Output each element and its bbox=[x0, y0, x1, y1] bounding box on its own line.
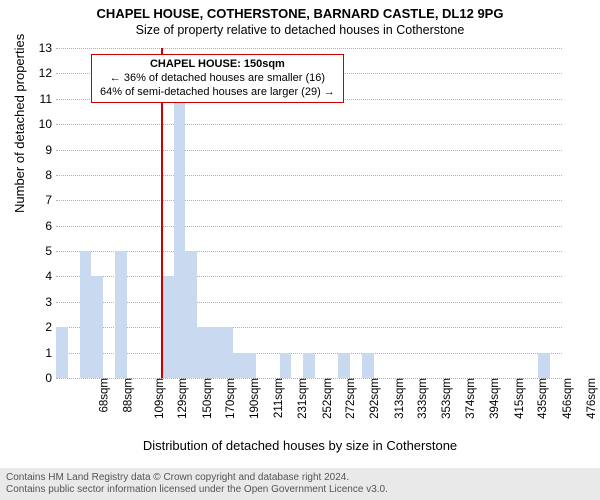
x-tick-label: 333sqm bbox=[417, 378, 429, 419]
x-tick-label: 68sqm bbox=[99, 378, 111, 413]
y-tick-label: 1 bbox=[28, 346, 52, 360]
histogram-bar bbox=[221, 327, 233, 378]
x-tick-label: 88sqm bbox=[122, 378, 134, 413]
footer-attribution: Contains HM Land Registry data © Crown c… bbox=[0, 468, 600, 500]
y-tick-label: 10 bbox=[28, 117, 52, 131]
gridline bbox=[56, 276, 562, 277]
histogram-bar bbox=[185, 251, 197, 378]
y-tick-label: 9 bbox=[28, 143, 52, 157]
histogram-bar bbox=[91, 276, 103, 378]
gridline bbox=[56, 302, 562, 303]
footer-line-2: Contains public sector information licen… bbox=[6, 484, 594, 496]
histogram-bar bbox=[115, 251, 127, 378]
gridline bbox=[56, 200, 562, 201]
histogram-bar bbox=[338, 353, 350, 378]
x-tick-label: 211sqm bbox=[273, 378, 285, 418]
histogram-bar bbox=[280, 353, 292, 378]
x-tick-label: 109sqm bbox=[154, 378, 166, 419]
histogram-bar bbox=[56, 327, 68, 378]
x-tick-label: 231sqm bbox=[297, 378, 309, 419]
x-tick-label: 129sqm bbox=[177, 378, 189, 419]
histogram-bar bbox=[162, 276, 174, 378]
y-tick-label: 13 bbox=[28, 41, 52, 55]
chart-title: CHAPEL HOUSE, COTHERSTONE, BARNARD CASTL… bbox=[0, 6, 600, 21]
x-tick-label: 150sqm bbox=[202, 378, 214, 419]
y-tick-label: 4 bbox=[28, 269, 52, 283]
histogram-bar bbox=[538, 353, 550, 378]
gridline bbox=[56, 251, 562, 252]
histogram-bar bbox=[209, 327, 221, 378]
x-tick-label: 394sqm bbox=[489, 378, 501, 419]
gridline bbox=[56, 175, 562, 176]
y-tick-label: 11 bbox=[28, 92, 52, 106]
histogram-bar bbox=[303, 353, 315, 378]
chart-header: CHAPEL HOUSE, COTHERSTONE, BARNARD CASTL… bbox=[0, 0, 600, 37]
footer-line-1: Contains HM Land Registry data © Crown c… bbox=[6, 472, 594, 484]
gridline bbox=[56, 327, 562, 328]
chart-plot-area: 01234567891011121368sqm88sqm109sqm129sqm… bbox=[56, 48, 562, 378]
annotation-line-3: 64% of semi-detached houses are larger (… bbox=[100, 86, 335, 100]
y-tick-label: 3 bbox=[28, 295, 52, 309]
histogram-bar bbox=[362, 353, 374, 378]
x-tick-label: 272sqm bbox=[345, 378, 357, 419]
histogram-bar bbox=[174, 99, 186, 378]
y-axis-label: Number of detached properties bbox=[12, 34, 27, 213]
y-tick-label: 0 bbox=[28, 371, 52, 385]
x-tick-label: 252sqm bbox=[322, 378, 334, 419]
x-tick-label: 374sqm bbox=[465, 378, 477, 419]
histogram-bar bbox=[80, 251, 92, 378]
x-tick-label: 313sqm bbox=[394, 378, 406, 419]
annotation-box: CHAPEL HOUSE: 150sqm ← 36% of detached h… bbox=[91, 54, 344, 103]
y-tick-label: 12 bbox=[28, 66, 52, 80]
gridline bbox=[56, 48, 562, 49]
histogram-bar bbox=[233, 353, 245, 378]
y-tick-label: 8 bbox=[28, 168, 52, 182]
x-tick-label: 292sqm bbox=[369, 378, 381, 419]
x-tick-label: 435sqm bbox=[537, 378, 549, 419]
annotation-line-2: ← 36% of detached houses are smaller (16… bbox=[100, 72, 335, 86]
x-tick-label: 476sqm bbox=[585, 378, 597, 419]
x-tick-label: 456sqm bbox=[562, 378, 574, 419]
x-tick-label: 415sqm bbox=[514, 378, 526, 419]
histogram-bar bbox=[197, 327, 209, 378]
annotation-line-1: CHAPEL HOUSE: 150sqm bbox=[100, 58, 335, 72]
chart-subtitle: Size of property relative to detached ho… bbox=[0, 23, 600, 37]
histogram-bar bbox=[244, 353, 256, 378]
y-tick-label: 7 bbox=[28, 193, 52, 207]
gridline bbox=[56, 124, 562, 125]
x-tick-label: 190sqm bbox=[249, 378, 261, 419]
y-tick-label: 6 bbox=[28, 219, 52, 233]
y-tick-label: 2 bbox=[28, 320, 52, 334]
x-tick-label: 353sqm bbox=[441, 378, 453, 419]
gridline bbox=[56, 226, 562, 227]
x-tick-label: 170sqm bbox=[225, 378, 237, 419]
x-axis-label: Distribution of detached houses by size … bbox=[0, 438, 600, 453]
y-tick-label: 5 bbox=[28, 244, 52, 258]
gridline bbox=[56, 150, 562, 151]
